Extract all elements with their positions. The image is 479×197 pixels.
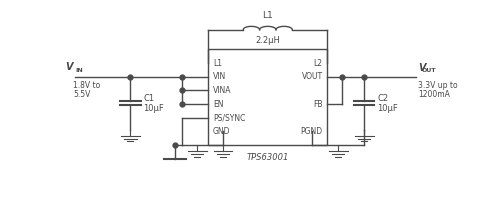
Text: 3.3V up to: 3.3V up to [418,81,458,90]
Text: GND: GND [213,127,230,136]
Text: FB: FB [313,99,323,109]
Text: L2: L2 [314,59,323,68]
Text: 5.5V: 5.5V [73,90,90,99]
Text: VIN: VIN [213,72,226,81]
Text: EN: EN [213,99,223,109]
Bar [208,49,327,145]
Text: 1200mA: 1200mA [418,90,450,99]
Text: L1: L1 [262,11,273,20]
Text: PGND: PGND [301,127,323,136]
Text: PS/SYNC: PS/SYNC [213,113,245,122]
Text: OUT: OUT [422,68,436,73]
Text: VOUT: VOUT [302,72,323,81]
Text: L1: L1 [213,59,222,68]
Text: IN: IN [76,68,84,73]
Text: TPS63001: TPS63001 [247,152,289,162]
Text: V: V [65,62,73,72]
Text: VINA: VINA [213,86,231,95]
Text: C2
10μF: C2 10μF [377,94,398,113]
Text: 2.2μH: 2.2μH [255,36,280,45]
Text: V: V [418,63,426,73]
Text: 1.8V to: 1.8V to [73,81,100,90]
Text: C1
10μF: C1 10μF [143,94,164,113]
